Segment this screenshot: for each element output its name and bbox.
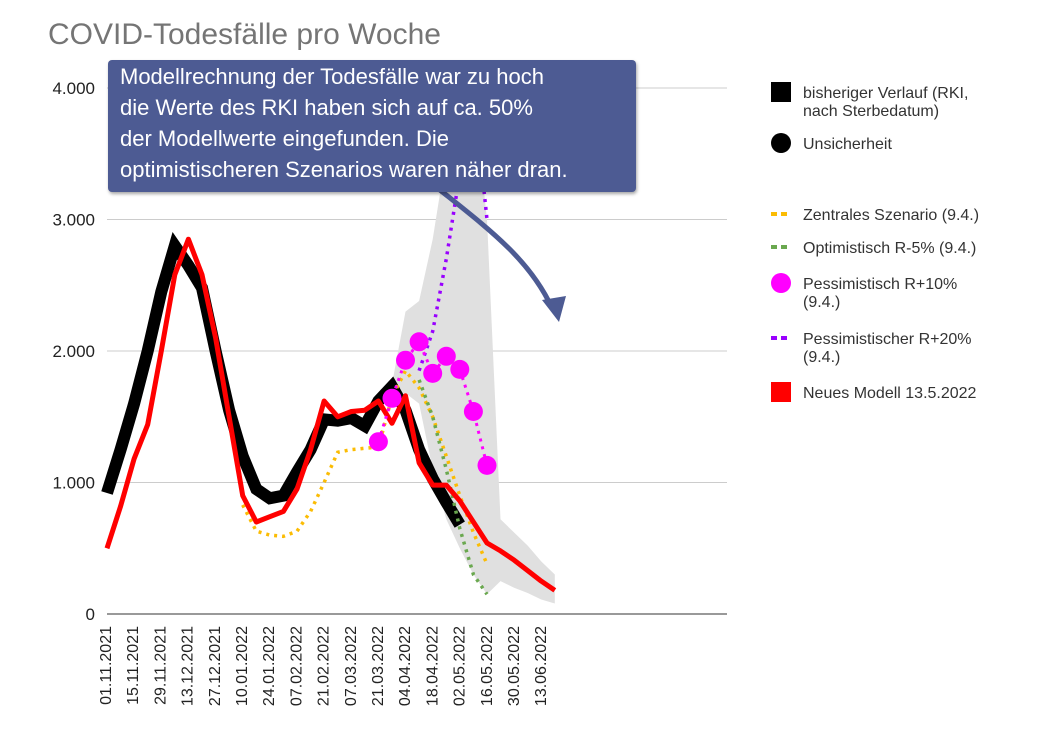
chart-title: COVID-Todesfälle pro Woche bbox=[48, 18, 441, 51]
data-point bbox=[477, 455, 497, 475]
series-new-model-line bbox=[104, 236, 557, 593]
data-point bbox=[423, 363, 443, 383]
series-layer bbox=[101, 87, 557, 596]
data-point bbox=[368, 432, 388, 452]
x-tick-label: 02.05.2022 bbox=[452, 626, 469, 706]
x-tick-label: 01.11.2021 bbox=[98, 626, 115, 705]
data-point bbox=[450, 359, 470, 379]
x-tick-label: 24.01.2022 bbox=[261, 626, 278, 706]
annotation-arrow bbox=[438, 188, 566, 322]
legend-label: Pessimistisch R+10% bbox=[803, 276, 957, 293]
arrow-head bbox=[542, 296, 566, 322]
data-point bbox=[409, 332, 429, 352]
x-tick-label: 04.04.2022 bbox=[397, 626, 414, 706]
y-tick-label: 0 bbox=[86, 605, 95, 624]
annotation-line: optimistischeren Szenarios waren näher d… bbox=[120, 157, 568, 182]
legend-swatch bbox=[781, 212, 787, 216]
annotation-line: die Werte des RKI haben sich auf ca. 50% bbox=[120, 95, 533, 120]
legend-label: Neues Modell 13.5.2022 bbox=[803, 385, 977, 402]
legend-swatch bbox=[771, 82, 791, 102]
x-tick-label: 29.11.2021 bbox=[152, 626, 169, 705]
x-tick-label: 10.01.2022 bbox=[234, 626, 251, 706]
legend-swatch bbox=[771, 382, 791, 402]
legend-label: bisheriger Verlauf (RKI, bbox=[803, 85, 968, 102]
legend-label: (9.4.) bbox=[803, 349, 840, 366]
uncertainty-band bbox=[392, 90, 555, 604]
data-point bbox=[436, 346, 456, 366]
x-tick-label: 16.05.2022 bbox=[479, 626, 496, 706]
x-tick-label: 30.05.2022 bbox=[506, 626, 523, 706]
legend-label: (9.4.) bbox=[803, 294, 840, 311]
data-point bbox=[463, 402, 483, 421]
legend-label: Optimistisch R-5% (9.4.) bbox=[803, 240, 976, 257]
y-tick-label: 4.000 bbox=[52, 79, 95, 98]
y-tick-label: 3.000 bbox=[52, 211, 95, 230]
legend-swatch bbox=[771, 336, 777, 340]
data-point bbox=[396, 350, 415, 370]
series-dotted-2-line bbox=[417, 87, 489, 372]
x-tick-label: 07.02.2022 bbox=[288, 626, 305, 706]
uncertainty-area bbox=[392, 90, 555, 604]
x-tick-label: 13.06.2022 bbox=[533, 626, 550, 706]
x-tick-label: 18.04.2022 bbox=[424, 626, 441, 706]
legend: bisheriger Verlauf (RKI,nach Sterbedatum… bbox=[771, 82, 979, 402]
legend-label: Zentrales Szenario (9.4.) bbox=[803, 207, 979, 224]
legend-swatch bbox=[781, 245, 787, 249]
x-tick-label: 21.03.2022 bbox=[370, 626, 387, 706]
axes: 0 1.000 2.000 3.000 4.000 01.11.2021 15.11.202… bbox=[52, 79, 727, 706]
arrow-shaft bbox=[438, 188, 555, 310]
legend-swatch bbox=[771, 273, 791, 293]
series-dotted-1-line bbox=[417, 379, 489, 596]
legend-swatch bbox=[771, 245, 777, 249]
y-tick-label: 1.000 bbox=[52, 474, 95, 493]
legend-swatch bbox=[781, 336, 787, 340]
x-tick-label: 27.12.2021 bbox=[207, 626, 224, 706]
x-tick-label: 07.03.2022 bbox=[343, 626, 360, 706]
y-tick-label: 2.000 bbox=[52, 342, 95, 361]
x-tick-label: 21.02.2022 bbox=[316, 626, 333, 706]
x-tick-label: 13.12.2021 bbox=[180, 626, 197, 706]
legend-label: nach Sterbedatum) bbox=[803, 103, 939, 120]
legend-label: Pessimistischer R+20% bbox=[803, 331, 972, 348]
annotation-line: Modellrechnung der Todesfälle war zu hoc… bbox=[120, 64, 544, 89]
series-pessimistic-10-line bbox=[376, 338, 489, 466]
legend-swatch bbox=[771, 133, 791, 153]
legend-swatch bbox=[771, 212, 777, 216]
x-tick-label: 15.11.2021 bbox=[125, 626, 142, 705]
annotation-box: Modellrechnung der Todesfälle war zu hoc… bbox=[108, 60, 636, 192]
annotation-line: der Modellwerte eingefunden. Die bbox=[120, 126, 449, 151]
data-point bbox=[382, 388, 402, 408]
series-dotted-0-line bbox=[241, 367, 489, 565]
legend-label: Unsicherheit bbox=[803, 136, 892, 153]
